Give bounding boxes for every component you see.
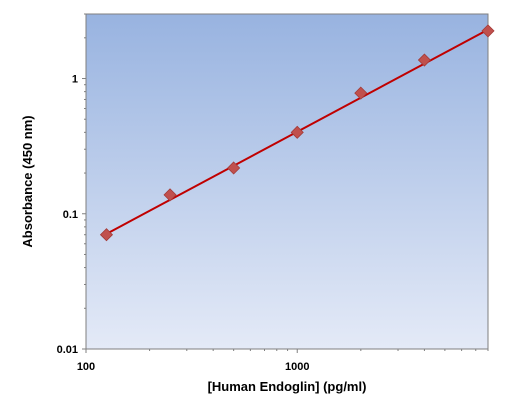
plot-area	[85, 13, 489, 350]
y-axis: 0.01 0.1 1	[57, 13, 86, 356]
data-point	[290, 125, 304, 139]
data-points	[99, 24, 495, 242]
y-tick-label: 0.01	[57, 344, 78, 356]
data-point	[99, 228, 114, 242]
x-tick-label: 1000	[285, 361, 309, 373]
data-point	[417, 53, 431, 67]
y-tick-label: 1	[72, 74, 78, 86]
data-point	[227, 161, 241, 175]
x-tick-label: 100	[77, 361, 95, 373]
data-point	[163, 188, 177, 202]
x-axis: 100 1000	[77, 349, 489, 373]
x-axis-title: [Human Endoglin] (pg/ml)	[208, 379, 367, 394]
data-point	[354, 86, 368, 100]
data-point	[481, 24, 495, 38]
y-axis-title: Absorbance (450 nm)	[20, 115, 35, 247]
y-tick-label: 0.1	[63, 209, 78, 221]
